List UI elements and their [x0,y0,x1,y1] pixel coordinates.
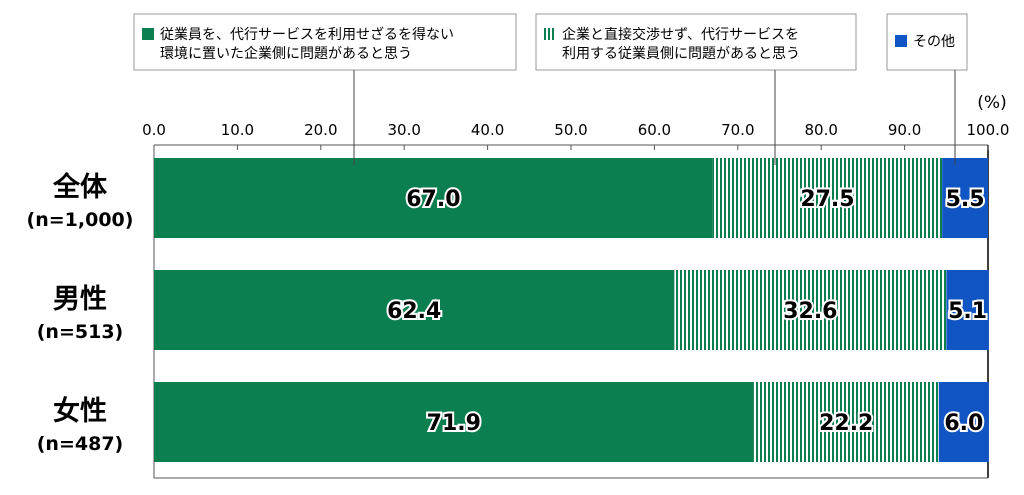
category-label: 女性 [53,395,107,427]
data-label: 32.6 [783,299,837,324]
legend-label: 企業と直接交渉せず、代行サービスを [562,26,799,43]
tick-label: 70.0 [721,121,754,139]
bars: 全体 (n=1,000) 67.0 27.5 5.5 男性 (n=513) 62.4 32.6 5… [27,158,989,462]
swatch-stripe [548,28,550,40]
data-label: 67.0 [406,187,460,212]
swatch-stripe [544,28,546,40]
bar-segment [154,158,713,238]
tick-label: 90.0 [888,121,921,139]
legend-label: 環境に置いた企業側に問題があると思う [160,45,412,62]
tick-label: 30.0 [387,121,420,139]
legend-box [133,13,517,71]
tick-label: 20.0 [304,121,337,139]
tick-label: 10.0 [221,121,254,139]
legend-label: 従業員を、代行サービスを利用せざるを得ない [160,26,454,43]
category-label: 男性 [53,284,107,315]
tick-label: 100.0 [967,121,1010,139]
tick-label: 80.0 [804,121,837,139]
data-label: 5.5 [946,187,985,212]
bar-segment [946,270,989,350]
tick-label: 40.0 [471,121,504,139]
swatch-stripe [552,28,554,40]
category-label: 全体 [52,171,108,203]
tick-label: 0.0 [142,121,166,139]
legend-label: 利用する従業員側に問題があると思う [562,46,800,62]
legend-box [535,13,857,71]
legend-swatch-striped [544,28,554,40]
data-label: 62.4 [387,299,441,324]
data-label: 6.0 [944,411,983,436]
category-n-label: (n=1,000) [27,209,134,231]
unit-label: (%) [977,93,1006,113]
legend-label: その他 [913,34,955,50]
category-n-label: (n=487) [37,433,123,455]
bar-segment [753,382,939,462]
bar-segment [942,158,988,238]
data-label: 5.1 [948,299,987,324]
data-label: 27.5 [800,187,854,212]
bar-segment [154,382,754,462]
legend-swatch [895,35,907,47]
category-n-label: (n=513) [37,321,123,343]
data-label: 22.2 [819,411,873,436]
data-label: 71.9 [427,411,481,436]
bar-segment [154,270,675,350]
x-axis: 0.0 10.0 20.0 30.0 40.0 50.0 60.0 70.0 80.0 90.0 1… [142,121,1010,479]
tick-label: 60.0 [638,121,671,139]
legend-swatch [142,28,154,40]
bar-segment [674,270,947,350]
bar-segment [938,382,989,462]
bar-segment [712,158,943,238]
tick-label: 50.0 [554,121,587,139]
